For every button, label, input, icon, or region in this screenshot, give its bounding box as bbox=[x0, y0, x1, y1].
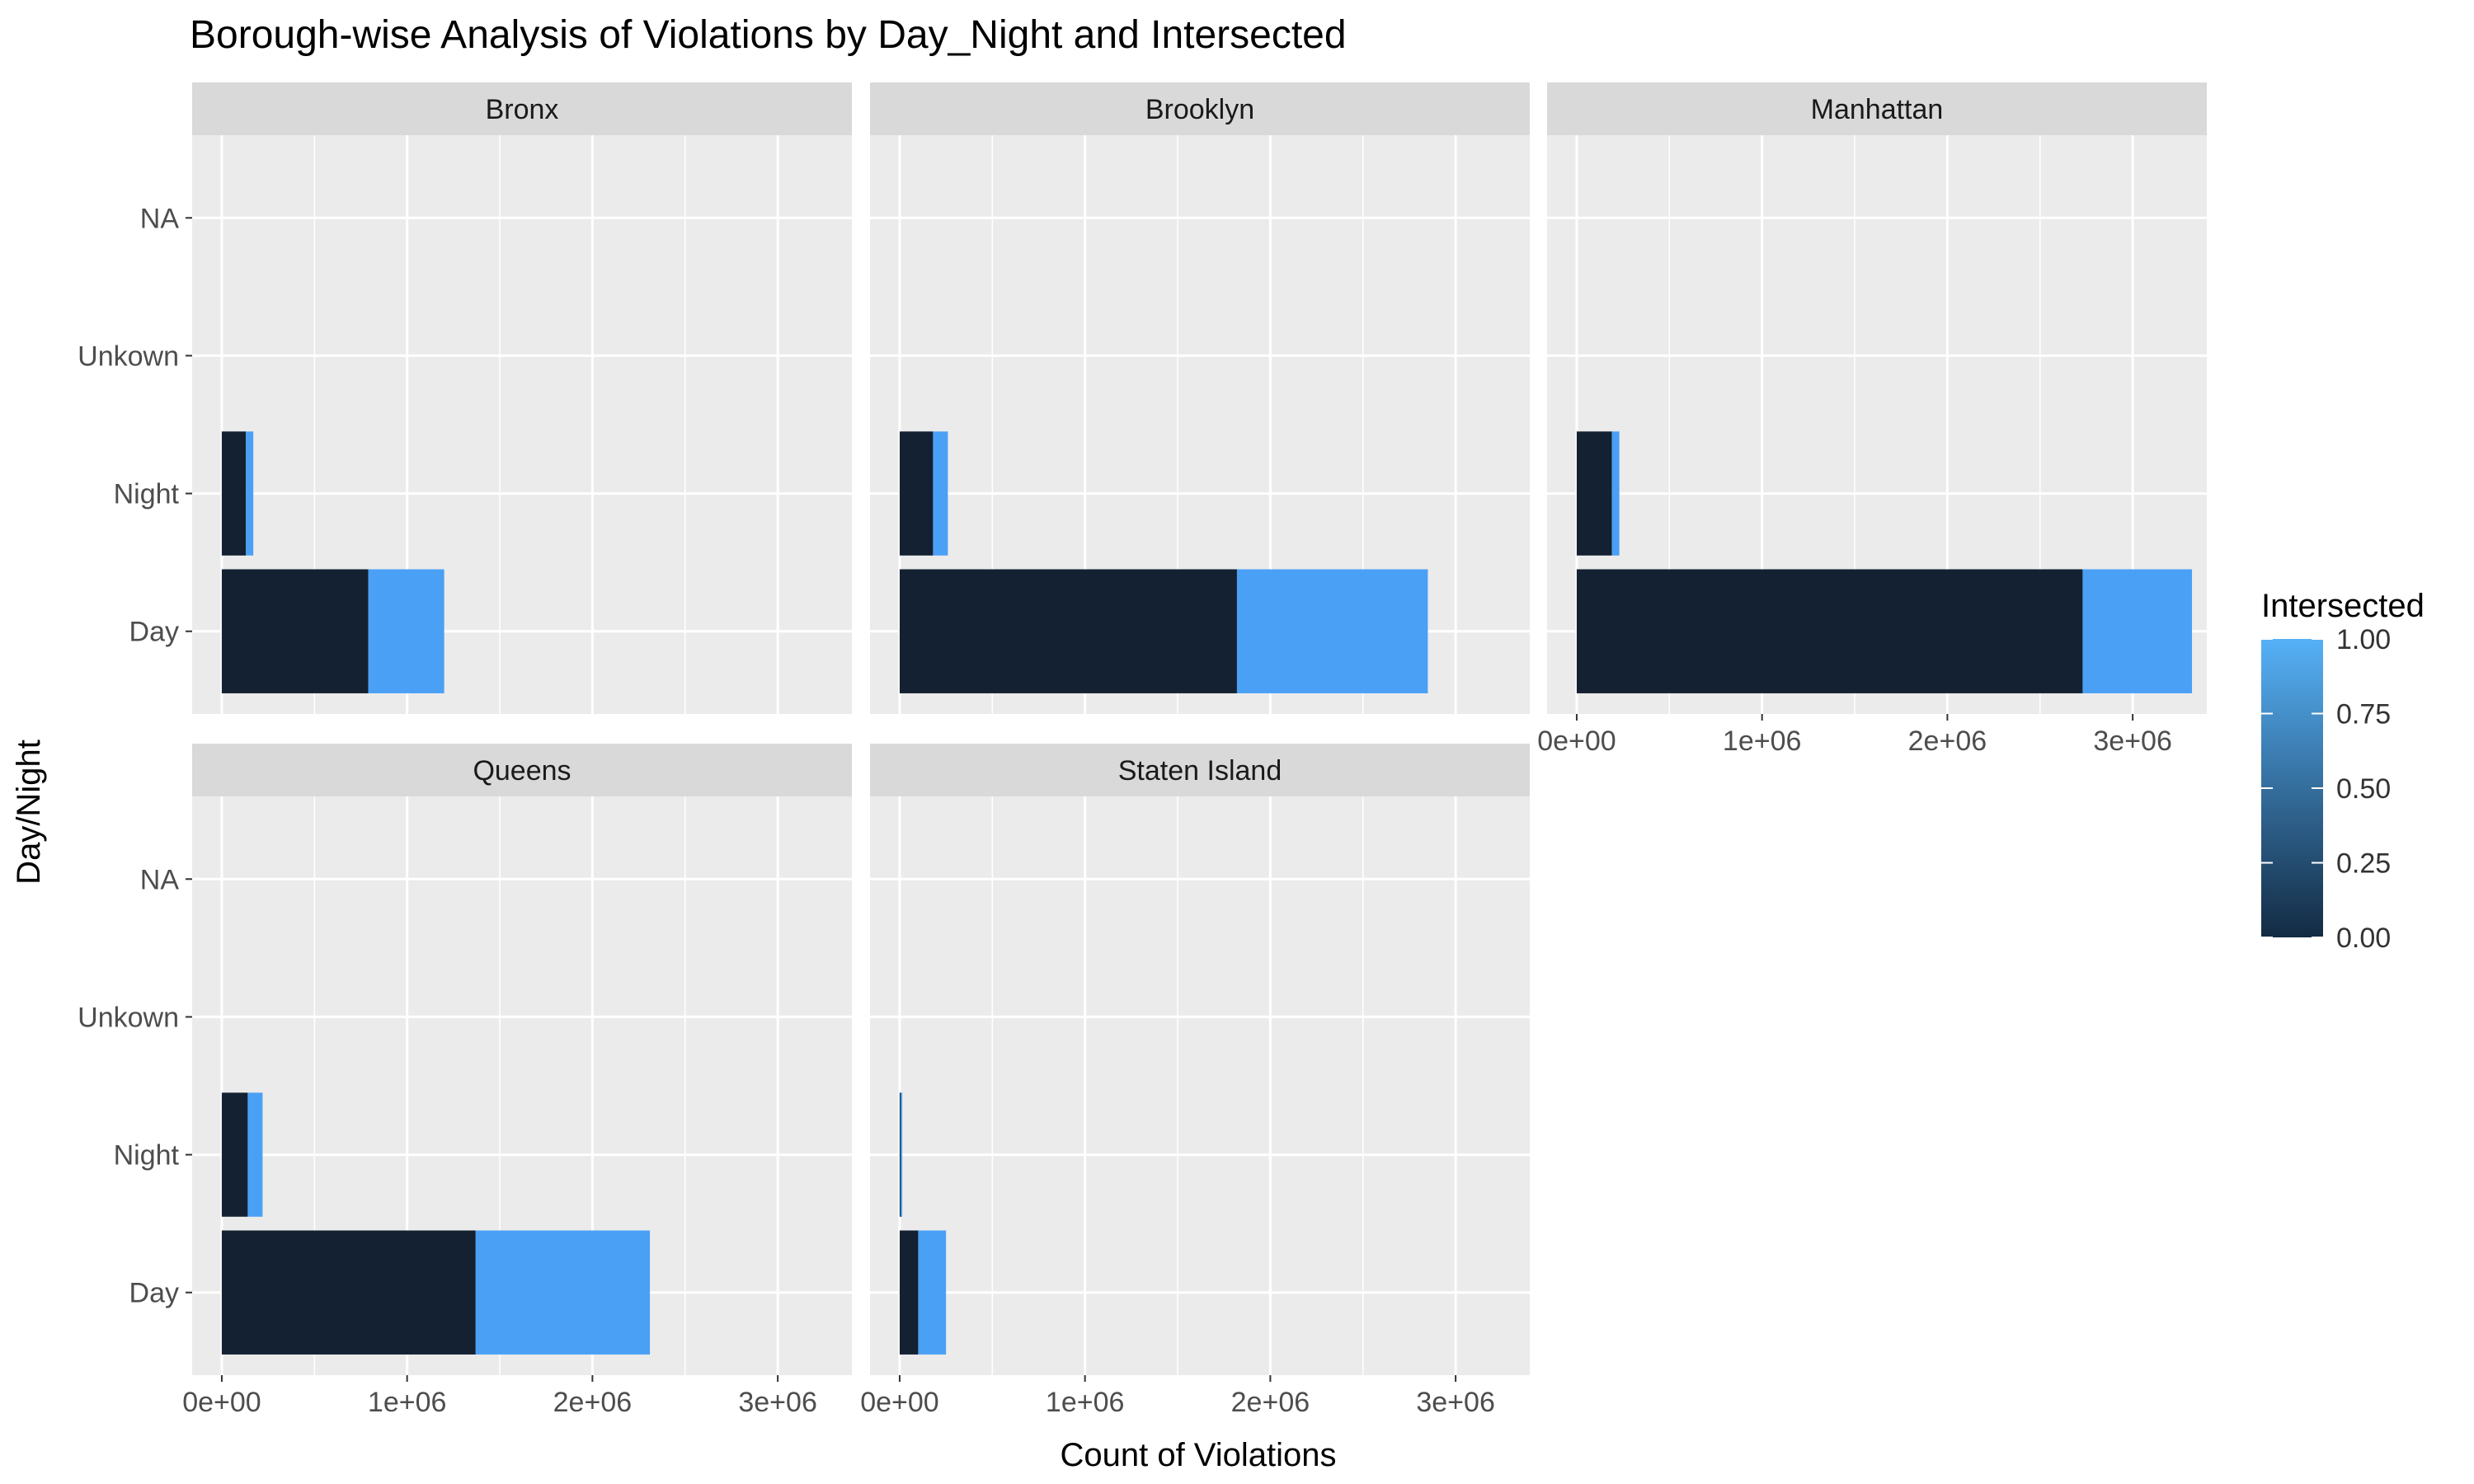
y-tick-label-day: Day bbox=[129, 617, 179, 648]
facet-panels: Bronx Day Night Unkown NA Brooklyn Manhattan 0e… bbox=[78, 82, 2207, 1418]
panel-manhattan: Manhattan 0e+00 1e+06 2e+06 3e+06 bbox=[1537, 82, 2207, 757]
x-tick-label: 3e+06 bbox=[1416, 1387, 1495, 1418]
bar-brooklyn-day-intersected-1 bbox=[1236, 569, 1428, 693]
x-tick-label: 2e+06 bbox=[1231, 1387, 1310, 1418]
facet-strip-brooklyn bbox=[870, 82, 1530, 135]
bar-queens-day-intersected-0 bbox=[221, 1230, 476, 1355]
bar-brooklyn-night-intersected-0 bbox=[899, 431, 934, 556]
bar-staten-island-day-intersected-1 bbox=[918, 1230, 947, 1355]
facet-strip-manhattan bbox=[1547, 82, 2207, 135]
bar-bronx-day-intersected-0 bbox=[221, 569, 369, 693]
facet-label-queens: Queens bbox=[473, 755, 571, 787]
y-axis-label: Day/Night bbox=[11, 740, 47, 885]
panel-staten-island: Staten Island 0e+00 1e+06 2e+06 3e+06 bbox=[860, 744, 1530, 1418]
y-tick-label-na: NA bbox=[140, 864, 180, 895]
y-tick-label-night: Night bbox=[114, 1140, 180, 1172]
facet-strip-staten-island bbox=[870, 744, 1530, 796]
bar-brooklyn-night-intersected-1 bbox=[933, 431, 948, 556]
legend-tick-label: 0.75 bbox=[2336, 699, 2391, 730]
panel-background-staten-island bbox=[870, 796, 1530, 1375]
y-tick-label-unkown: Unkown bbox=[78, 340, 179, 372]
x-tick-label: 0e+00 bbox=[182, 1387, 261, 1418]
bar-staten-island-night-intersected-1 bbox=[901, 1092, 903, 1217]
legend-tick-label: 1.00 bbox=[2336, 624, 2391, 655]
x-tick-label: 0e+00 bbox=[1537, 726, 1616, 757]
bar-queens-night-intersected-1 bbox=[247, 1092, 263, 1217]
panel-queens: Queens Day Night Unkown NA 0e+00 1e+06 2e+06 3e+… bbox=[78, 744, 852, 1418]
bar-queens-night-intersected-0 bbox=[221, 1092, 248, 1217]
x-tick-label: 1e+06 bbox=[1723, 726, 1802, 757]
legend-tick-label: 0.00 bbox=[2336, 923, 2391, 954]
bar-manhattan-day-intersected-0 bbox=[1576, 569, 2083, 693]
bar-brooklyn-day-intersected-0 bbox=[899, 569, 1237, 693]
x-axis-label: Count of Violations bbox=[1060, 1437, 1336, 1473]
x-tick-label: 3e+06 bbox=[738, 1387, 817, 1418]
bar-bronx-night-intersected-0 bbox=[221, 431, 247, 556]
x-tick-label: 1e+06 bbox=[368, 1387, 447, 1418]
bar-staten-island-night-intersected-0 bbox=[899, 1092, 901, 1217]
bar-manhattan-day-intersected-1 bbox=[2082, 569, 2193, 693]
facet-label-bronx: Bronx bbox=[486, 94, 559, 125]
bar-staten-island-day-intersected-0 bbox=[899, 1230, 919, 1355]
x-tick-label: 3e+06 bbox=[2093, 726, 2172, 757]
legend: Intersected 0.00 0.25 0.50 0.75 1.00 bbox=[2261, 588, 2425, 954]
bar-bronx-day-intersected-1 bbox=[368, 569, 444, 693]
bar-bronx-night-intersected-1 bbox=[246, 431, 254, 556]
legend-title: Intersected bbox=[2261, 588, 2425, 624]
y-tick-label-day: Day bbox=[129, 1278, 179, 1309]
chart-title: Borough-wise Analysis of Violations by D… bbox=[190, 13, 1347, 57]
facet-strip-bronx bbox=[192, 82, 852, 135]
facet-label-staten-island: Staten Island bbox=[1118, 755, 1282, 787]
bar-queens-day-intersected-1 bbox=[475, 1230, 651, 1355]
bar-manhattan-night-intersected-1 bbox=[1611, 431, 1620, 556]
y-tick-label-unkown: Unkown bbox=[78, 1002, 179, 1033]
legend-ticks: 0.00 0.25 0.50 0.75 1.00 bbox=[2261, 624, 2391, 954]
legend-tick-label: 0.25 bbox=[2336, 848, 2391, 880]
bar-manhattan-night-intersected-0 bbox=[1576, 431, 1612, 556]
facet-label-manhattan: Manhattan bbox=[1811, 94, 1944, 125]
panel-brooklyn: Brooklyn bbox=[870, 82, 1530, 714]
legend-tick-label: 0.50 bbox=[2336, 773, 2391, 805]
panel-bronx: Bronx Day Night Unkown NA bbox=[78, 82, 852, 714]
x-tick-label: 2e+06 bbox=[553, 1387, 633, 1418]
x-tick-label: 1e+06 bbox=[1046, 1387, 1125, 1418]
y-tick-label-na: NA bbox=[140, 203, 180, 234]
facet-label-brooklyn: Brooklyn bbox=[1145, 94, 1254, 125]
x-tick-label: 2e+06 bbox=[1908, 726, 1987, 757]
x-tick-label: 0e+00 bbox=[860, 1387, 939, 1418]
y-tick-label-night: Night bbox=[114, 479, 180, 510]
facet-strip-queens bbox=[192, 744, 852, 796]
